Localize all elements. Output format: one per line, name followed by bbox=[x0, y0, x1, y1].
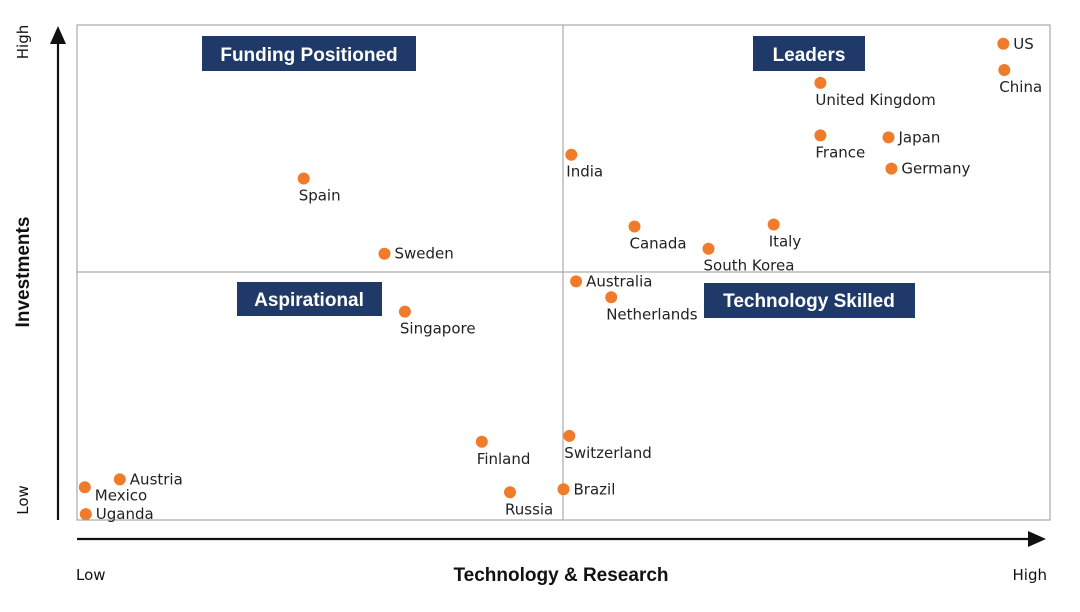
point-label-netherlands: Netherlands bbox=[606, 305, 698, 323]
point-label-singapore: Singapore bbox=[400, 320, 476, 338]
point-sweden bbox=[378, 247, 391, 260]
quadrant-label-text: Technology Skilled bbox=[723, 291, 895, 312]
quadrant-label-top-right: Leaders bbox=[753, 36, 865, 71]
point-australia bbox=[570, 275, 583, 288]
quadrant-label-text: Funding Positioned bbox=[220, 45, 397, 66]
point-label-spain: Spain bbox=[299, 187, 341, 205]
quadrant-label-bottom-left: Aspirational bbox=[237, 282, 382, 316]
point-label-sweden: Sweden bbox=[395, 245, 454, 263]
point-label-australia: Australia bbox=[586, 272, 652, 290]
point-label-united-kingdom: United Kingdom bbox=[815, 91, 935, 109]
point-south-korea bbox=[702, 242, 715, 255]
x-tick-low: Low bbox=[76, 566, 106, 584]
quadrant-label-text: Aspirational bbox=[254, 290, 364, 311]
point-russia bbox=[504, 486, 516, 499]
point-label-italy: Italy bbox=[769, 233, 802, 251]
point-spain bbox=[297, 172, 310, 185]
point-mexico bbox=[78, 481, 91, 494]
y-axis-title: Investments bbox=[13, 217, 34, 328]
quadrant-label-box bbox=[202, 36, 416, 71]
quadrant-label-bottom-right: Technology Skilled bbox=[704, 283, 915, 318]
point-singapore bbox=[398, 305, 411, 318]
point-label-austria: Austria bbox=[130, 470, 183, 488]
point-united-kingdom bbox=[814, 76, 827, 89]
point-japan bbox=[882, 131, 895, 144]
point-netherlands bbox=[605, 291, 618, 304]
quadrant-label-box bbox=[237, 282, 382, 316]
point-label-us: US bbox=[1013, 35, 1034, 53]
point-germany bbox=[885, 162, 898, 175]
quadrant-label-box bbox=[753, 36, 865, 71]
y-tick-high: High bbox=[14, 25, 32, 59]
point-label-france: France bbox=[815, 143, 865, 161]
quadrant-label-text: Leaders bbox=[773, 45, 846, 66]
point-finland bbox=[475, 435, 488, 448]
point-label-india: India bbox=[566, 163, 603, 181]
point-italy bbox=[767, 218, 780, 231]
quadrant-label-box bbox=[704, 283, 915, 318]
y-tick-low: Low bbox=[14, 485, 32, 515]
point-label-china: China bbox=[999, 78, 1042, 96]
data-points: US China United Kingdom Japan France Germany I… bbox=[78, 35, 1042, 523]
point-label-finland: Finland bbox=[477, 450, 531, 468]
point-label-germany: Germany bbox=[901, 160, 970, 178]
point-label-japan: Japan bbox=[898, 128, 941, 146]
point-label-brazil: Brazil bbox=[574, 480, 616, 498]
point-label-canada: Canada bbox=[630, 235, 687, 253]
quadrant-label-top-left: Funding Positioned bbox=[202, 36, 416, 71]
point-switzerland bbox=[563, 429, 576, 442]
x-axis-title: Technology & Research bbox=[453, 565, 668, 586]
point-india bbox=[565, 148, 578, 161]
point-france bbox=[814, 129, 827, 142]
point-us bbox=[997, 37, 1010, 50]
point-brazil bbox=[557, 483, 570, 496]
y-axis-arrowhead bbox=[50, 26, 66, 44]
point-label-russia: Russia bbox=[505, 500, 553, 518]
point-uganda bbox=[79, 508, 92, 521]
point-label-mexico: Mexico bbox=[95, 486, 147, 504]
point-canada bbox=[628, 220, 641, 233]
point-label-uganda: Uganda bbox=[96, 505, 154, 523]
point-china bbox=[998, 64, 1011, 76]
point-austria bbox=[113, 473, 126, 486]
point-label-south-korea: South Korea bbox=[704, 257, 795, 275]
x-tick-high: High bbox=[1013, 566, 1047, 584]
x-axis-arrowhead bbox=[1028, 531, 1046, 547]
point-label-switzerland: Switzerland bbox=[564, 444, 652, 462]
